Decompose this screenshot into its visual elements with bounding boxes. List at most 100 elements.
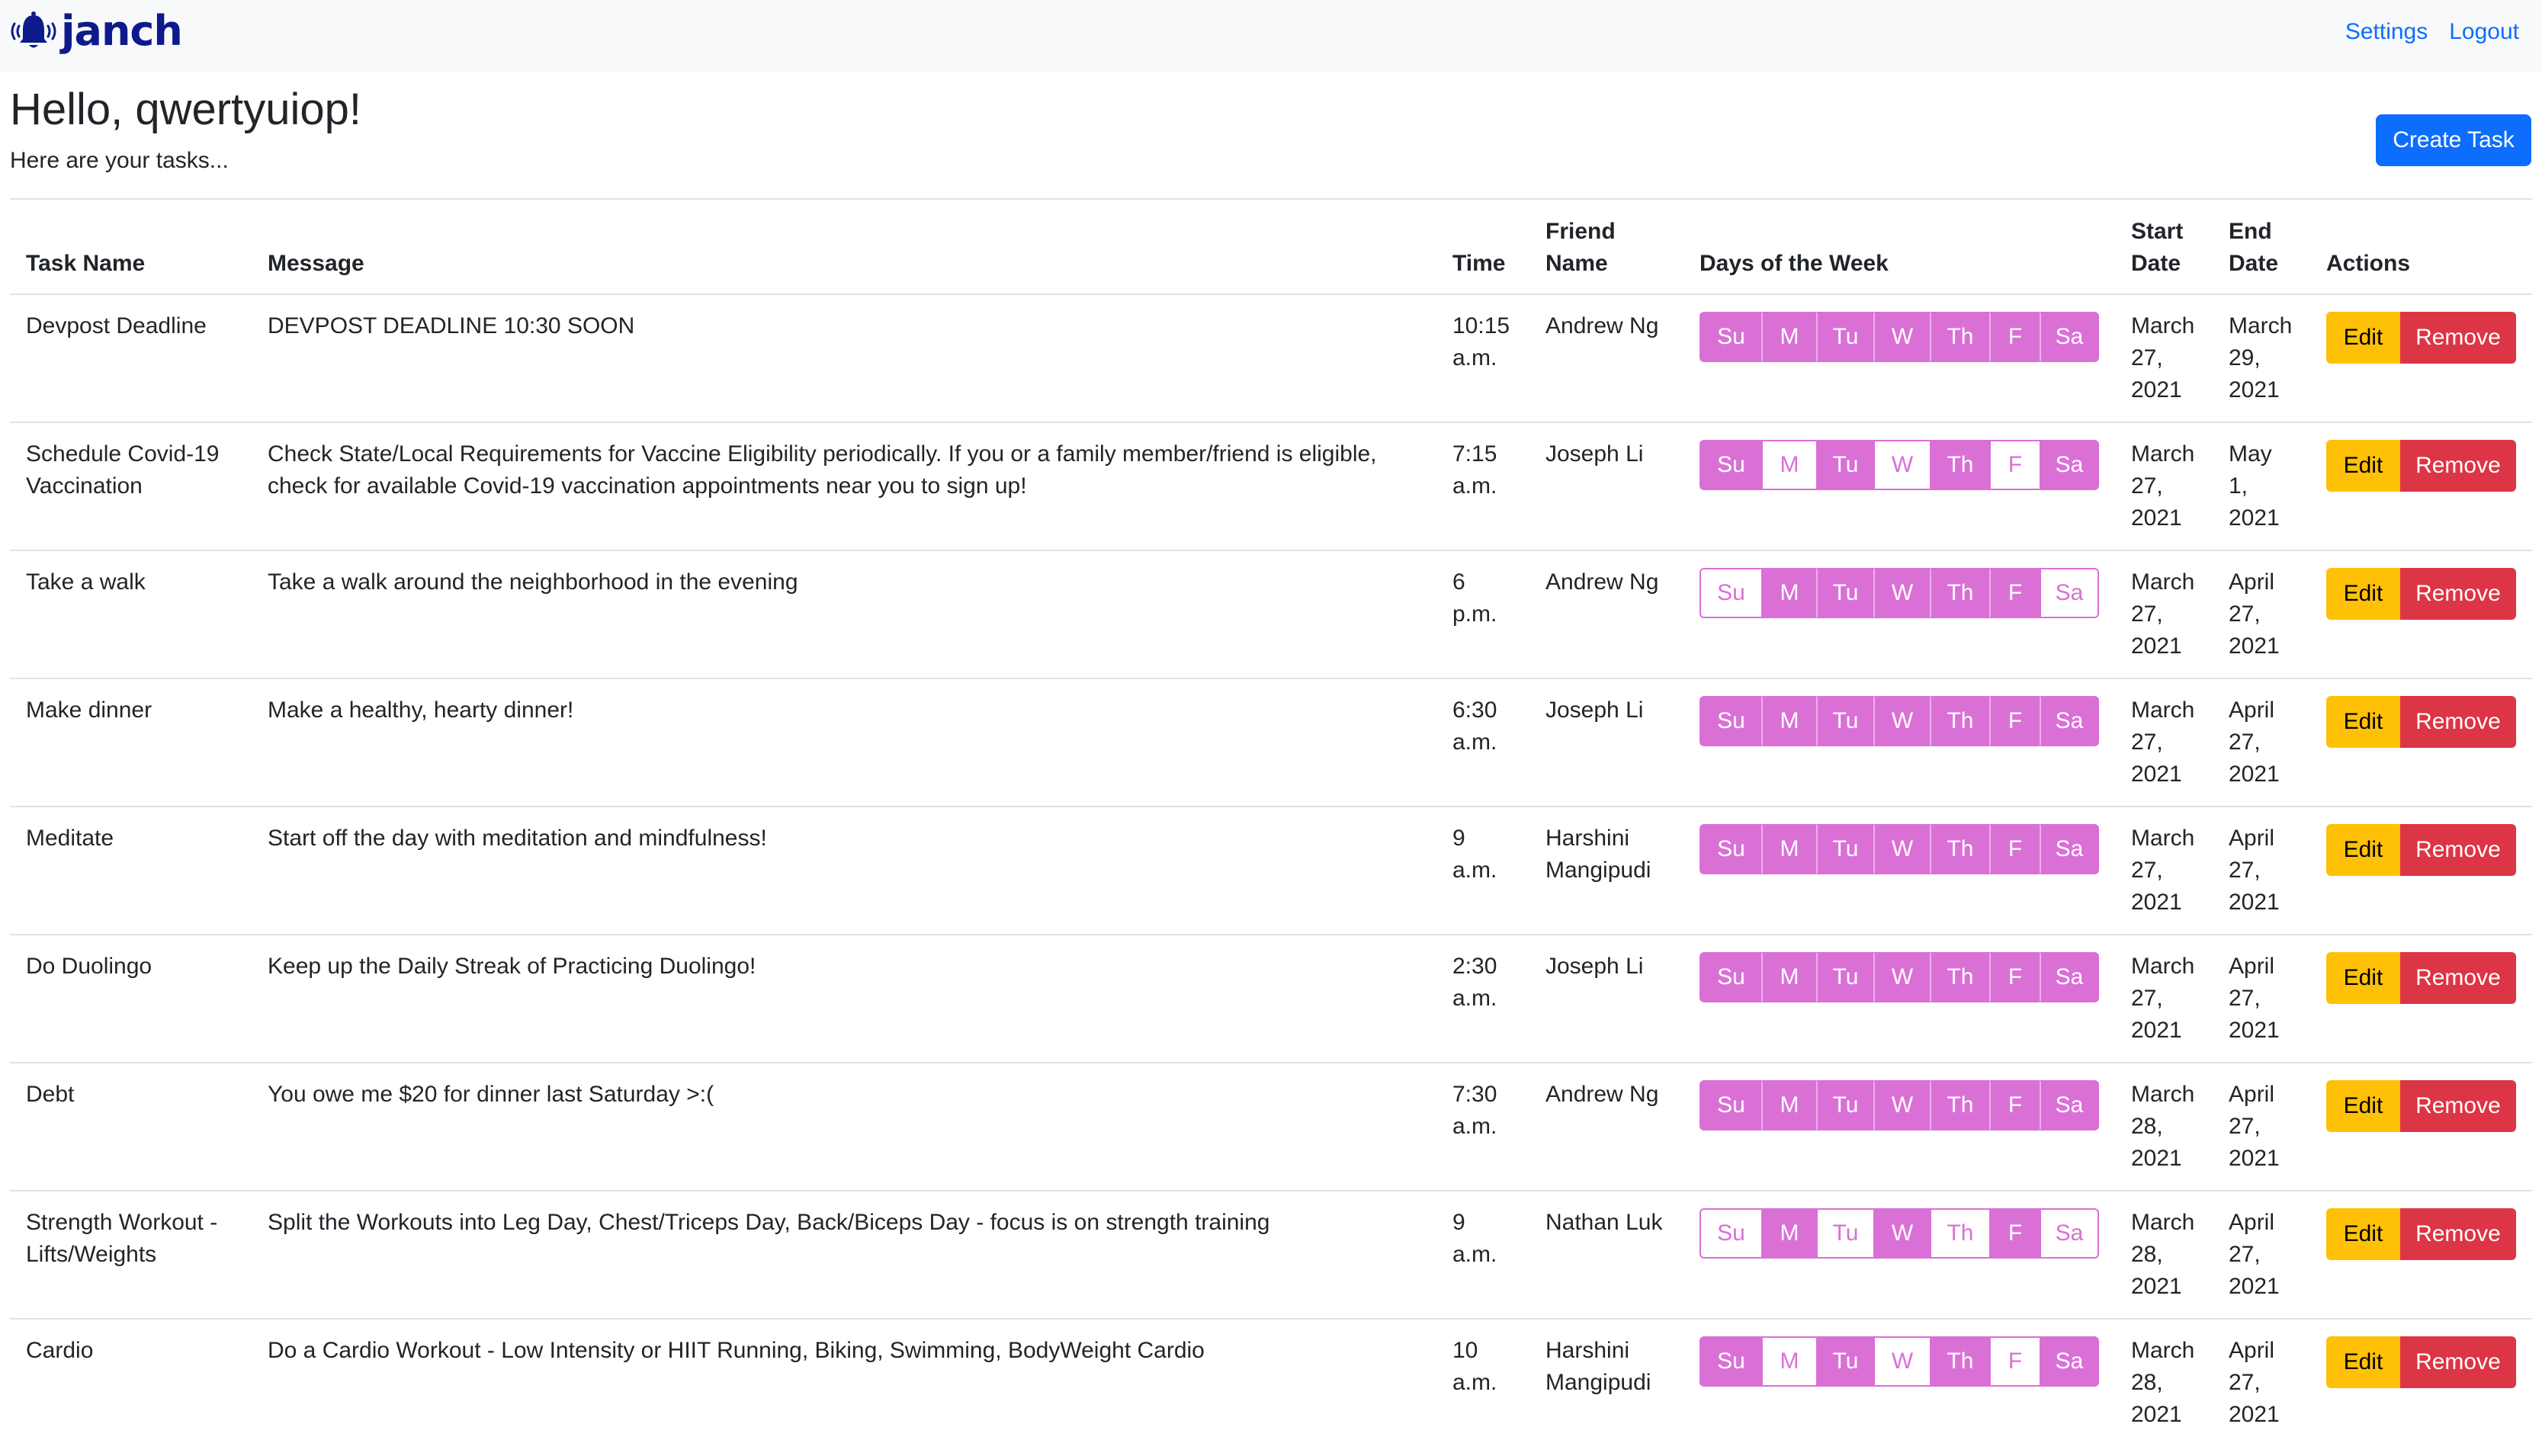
day-toggle-wednesday[interactable]: W bbox=[1873, 312, 1931, 362]
day-toggle-thursday[interactable]: Th bbox=[1930, 696, 1991, 746]
day-toggle-monday[interactable]: M bbox=[1761, 952, 1818, 1002]
day-toggle-sunday[interactable]: Su bbox=[1699, 952, 1763, 1002]
day-toggle-wednesday[interactable]: W bbox=[1873, 952, 1931, 1002]
day-toggle-monday[interactable]: M bbox=[1761, 1208, 1818, 1259]
day-toggle-tuesday[interactable]: Tu bbox=[1816, 824, 1875, 874]
day-toggle-sunday[interactable]: Su bbox=[1699, 440, 1763, 490]
day-toggle-saturday[interactable]: Sa bbox=[2040, 696, 2099, 746]
day-toggle-wednesday[interactable]: W bbox=[1873, 696, 1931, 746]
day-toggle-friday[interactable]: F bbox=[1989, 312, 2041, 362]
day-toggle-thursday[interactable]: Th bbox=[1930, 824, 1991, 874]
day-toggle-wednesday[interactable]: W bbox=[1873, 1208, 1931, 1259]
day-toggle-monday[interactable]: M bbox=[1761, 696, 1818, 746]
settings-link[interactable]: Settings bbox=[2345, 19, 2428, 44]
day-toggle-monday[interactable]: M bbox=[1761, 1336, 1818, 1387]
day-toggle-friday[interactable]: F bbox=[1989, 1336, 2041, 1387]
time-cell: 6 p.m. bbox=[1436, 550, 1529, 679]
day-toggle-saturday[interactable]: Sa bbox=[2040, 440, 2099, 490]
day-toggle-thursday[interactable]: Th bbox=[1930, 1080, 1991, 1130]
day-toggle-thursday[interactable]: Th bbox=[1930, 568, 1991, 618]
day-toggle-wednesday[interactable]: W bbox=[1873, 1336, 1931, 1387]
message-cell: Keep up the Daily Streak of Practicing D… bbox=[252, 935, 1436, 1063]
day-toggle-thursday[interactable]: Th bbox=[1930, 952, 1991, 1002]
day-toggle-thursday[interactable]: Th bbox=[1930, 1208, 1991, 1259]
edit-button[interactable]: Edit bbox=[2326, 312, 2400, 364]
remove-button[interactable]: Remove bbox=[2399, 312, 2516, 364]
day-toggle-tuesday[interactable]: Tu bbox=[1816, 1208, 1875, 1259]
day-toggle-wednesday[interactable]: W bbox=[1873, 1080, 1931, 1130]
day-toggle-tuesday[interactable]: Tu bbox=[1816, 312, 1875, 362]
day-toggle-saturday[interactable]: Sa bbox=[2040, 312, 2099, 362]
day-toggle-wednesday[interactable]: W bbox=[1873, 824, 1931, 874]
message-cell: Check State/Local Requirements for Vacci… bbox=[252, 422, 1436, 551]
day-toggle-saturday[interactable]: Sa bbox=[2040, 1336, 2099, 1387]
day-toggle-friday[interactable]: F bbox=[1989, 1208, 2041, 1259]
day-toggle-monday[interactable]: M bbox=[1761, 312, 1818, 362]
day-toggle-sunday[interactable]: Su bbox=[1699, 696, 1763, 746]
remove-button[interactable]: Remove bbox=[2399, 824, 2516, 876]
day-toggle-tuesday[interactable]: Tu bbox=[1816, 1080, 1875, 1130]
day-toggle-sunday[interactable]: Su bbox=[1699, 1080, 1763, 1130]
day-toggle-tuesday[interactable]: Tu bbox=[1816, 952, 1875, 1002]
day-toggle-thursday[interactable]: Th bbox=[1930, 440, 1991, 490]
day-toggle-friday[interactable]: F bbox=[1989, 1080, 2041, 1130]
day-toggle-tuesday[interactable]: Tu bbox=[1816, 568, 1875, 618]
day-toggle-saturday[interactable]: Sa bbox=[2040, 1208, 2099, 1259]
edit-button[interactable]: Edit bbox=[2326, 568, 2400, 620]
day-toggle-sunday[interactable]: Su bbox=[1699, 1208, 1763, 1259]
day-toggle-friday[interactable]: F bbox=[1989, 440, 2041, 490]
edit-button[interactable]: Edit bbox=[2326, 952, 2400, 1004]
day-toggle-saturday[interactable]: Sa bbox=[2040, 824, 2099, 874]
day-toggle-sunday[interactable]: Su bbox=[1699, 568, 1763, 618]
day-toggle-thursday[interactable]: Th bbox=[1930, 312, 1991, 362]
day-toggle-thursday[interactable]: Th bbox=[1930, 1336, 1991, 1387]
brand-logo[interactable]: janch bbox=[8, 6, 183, 56]
day-toggle-wednesday[interactable]: W bbox=[1873, 568, 1931, 618]
edit-button[interactable]: Edit bbox=[2326, 696, 2400, 748]
remove-button[interactable]: Remove bbox=[2399, 1080, 2516, 1132]
edit-button[interactable]: Edit bbox=[2326, 1208, 2400, 1260]
day-toggle-monday[interactable]: M bbox=[1761, 1080, 1818, 1130]
start-date-cell: March 28, 2021 bbox=[2115, 1191, 2213, 1320]
header-days-of-week: Days of the Week bbox=[1683, 200, 2115, 295]
remove-button[interactable]: Remove bbox=[2399, 440, 2516, 492]
create-task-button[interactable]: Create Task bbox=[2376, 114, 2531, 166]
day-toggle-monday[interactable]: M bbox=[1761, 440, 1818, 490]
day-toggle-sunday[interactable]: Su bbox=[1699, 824, 1763, 874]
time-cell: 2:30 a.m. bbox=[1436, 935, 1529, 1063]
day-toggle-tuesday[interactable]: Tu bbox=[1816, 440, 1875, 490]
edit-button[interactable]: Edit bbox=[2326, 1080, 2400, 1132]
day-toggle-saturday[interactable]: Sa bbox=[2040, 1080, 2099, 1130]
edit-button[interactable]: Edit bbox=[2326, 824, 2400, 876]
day-toggle-friday[interactable]: F bbox=[1989, 952, 2041, 1002]
logout-link[interactable]: Logout bbox=[2449, 19, 2519, 44]
start-date-cell: March 28, 2021 bbox=[2115, 1063, 2213, 1191]
task-name-cell: Debt bbox=[10, 1063, 252, 1191]
day-toggle-monday[interactable]: M bbox=[1761, 824, 1818, 874]
day-toggle-friday[interactable]: F bbox=[1989, 824, 2041, 874]
day-toggle-friday[interactable]: F bbox=[1989, 696, 2041, 746]
remove-button[interactable]: Remove bbox=[2399, 696, 2516, 748]
day-toggle-sunday[interactable]: Su bbox=[1699, 312, 1763, 362]
friend-name-cell: Nathan Luk bbox=[1529, 1191, 1683, 1320]
day-toggle-wednesday[interactable]: W bbox=[1873, 440, 1931, 490]
day-toggle-tuesday[interactable]: Tu bbox=[1816, 696, 1875, 746]
remove-button[interactable]: Remove bbox=[2399, 568, 2516, 620]
remove-button[interactable]: Remove bbox=[2399, 952, 2516, 1004]
row-actions: Edit Remove bbox=[2326, 1336, 2516, 1388]
day-toggle-monday[interactable]: M bbox=[1761, 568, 1818, 618]
friend-name-cell: Andrew Ng bbox=[1529, 1063, 1683, 1191]
end-date-cell: April 27, 2021 bbox=[2213, 1191, 2310, 1320]
remove-button[interactable]: Remove bbox=[2399, 1336, 2516, 1388]
day-toggle-tuesday[interactable]: Tu bbox=[1816, 1336, 1875, 1387]
start-date-cell: March 27, 2021 bbox=[2115, 678, 2213, 807]
day-toggle-friday[interactable]: F bbox=[1989, 568, 2041, 618]
header-message: Message bbox=[252, 200, 1436, 295]
day-toggle-saturday[interactable]: Sa bbox=[2040, 952, 2099, 1002]
edit-button[interactable]: Edit bbox=[2326, 440, 2400, 492]
remove-button[interactable]: Remove bbox=[2399, 1208, 2516, 1260]
day-toggle-saturday[interactable]: Sa bbox=[2040, 568, 2099, 618]
edit-button[interactable]: Edit bbox=[2326, 1336, 2400, 1388]
day-toggle-sunday[interactable]: Su bbox=[1699, 1336, 1763, 1387]
days-cell: Su M Tu W Th F Sa bbox=[1683, 807, 2115, 935]
